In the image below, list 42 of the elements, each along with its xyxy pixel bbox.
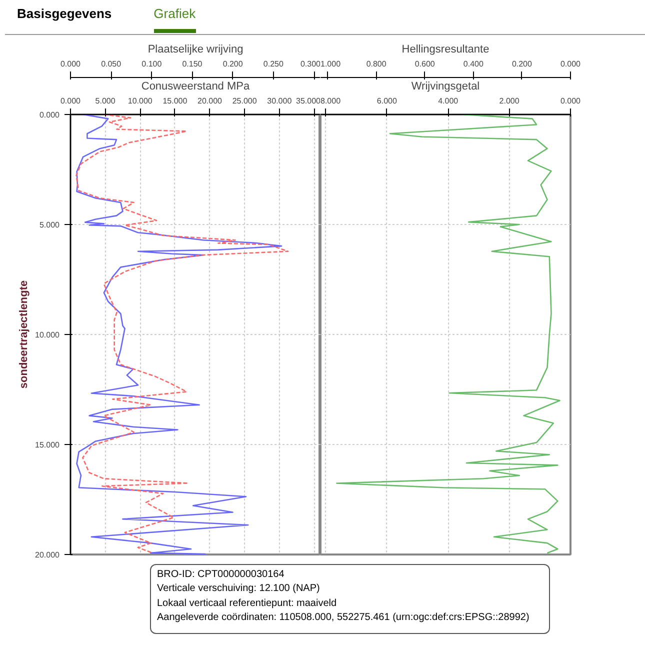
x-tick-label: 5.000 xyxy=(95,96,116,106)
x2-axis-title: Hellingsresultante xyxy=(402,44,490,56)
x-tick-label: 30.000 xyxy=(267,96,292,106)
x2-tick-label: 0.100 xyxy=(142,60,162,68)
x2-tick-label: 0.250 xyxy=(263,60,284,68)
x2-tick-label: 1.000 xyxy=(320,60,342,68)
x-tick-label: 0.000 xyxy=(60,96,82,106)
x-tick-label: 20.000 xyxy=(198,96,223,106)
x-tick-label: 10.000 xyxy=(128,96,153,106)
text: Basisgegevens xyxy=(17,6,112,21)
x2-tick-label: 0.000 xyxy=(560,60,582,68)
x-tick-label: 8.000 xyxy=(320,96,342,106)
y-tick-label: 5.000 xyxy=(39,220,60,230)
x-tick-label: 15.000 xyxy=(162,96,188,106)
text: Grafiek xyxy=(154,6,196,33)
text: Aangeleverde coördinaten: 110508.000, 552275.461 (urn:ogc:def:crs:EPSG::28992) xyxy=(157,612,530,623)
x-tick-label: 35.000 xyxy=(296,96,322,106)
x2-tick-label: 0.200 xyxy=(222,60,244,68)
x2-tick-label: 0.400 xyxy=(463,60,484,68)
x2-tick-label: 0.050 xyxy=(101,60,122,68)
y-tick-label: 20.000 xyxy=(35,550,60,560)
x-tick-label: 2.000 xyxy=(499,96,520,106)
y-tick-label: 0.000 xyxy=(39,110,60,120)
text: Lokaal verticaal referentiepunt: maaiveld xyxy=(157,598,337,609)
x2-axis-title: Plaatselijke wrijving xyxy=(148,44,244,56)
x-tick-label: 6.000 xyxy=(376,96,398,106)
x-axis-title: Wrijvingsgetal xyxy=(411,80,480,92)
x-tick-label: 25.000 xyxy=(232,96,258,106)
x-axis-title: Conusweerstand MPa xyxy=(141,80,250,92)
x2-tick-label: 0.600 xyxy=(414,60,436,68)
x2-tick-label: 0.800 xyxy=(366,60,387,68)
x2-tick-label: 0.300 xyxy=(300,60,322,68)
text: BRO-ID: CPT000000030164 xyxy=(157,569,284,580)
y-tick-label: 15.000 xyxy=(35,440,60,450)
y-axis-title: sondeertrajectlengte xyxy=(18,280,30,389)
text: Verticale verschuiving: 12.100 (NAP) xyxy=(157,583,320,594)
x-tick-label: 0.000 xyxy=(560,96,582,106)
x2-tick-label: 0.200 xyxy=(512,60,533,68)
x-tick-label: 4.000 xyxy=(438,96,459,106)
x2-tick-label: 0.150 xyxy=(182,60,203,68)
x2-tick-label: 0.000 xyxy=(60,60,82,68)
y-tick-label: 10.000 xyxy=(35,330,60,340)
